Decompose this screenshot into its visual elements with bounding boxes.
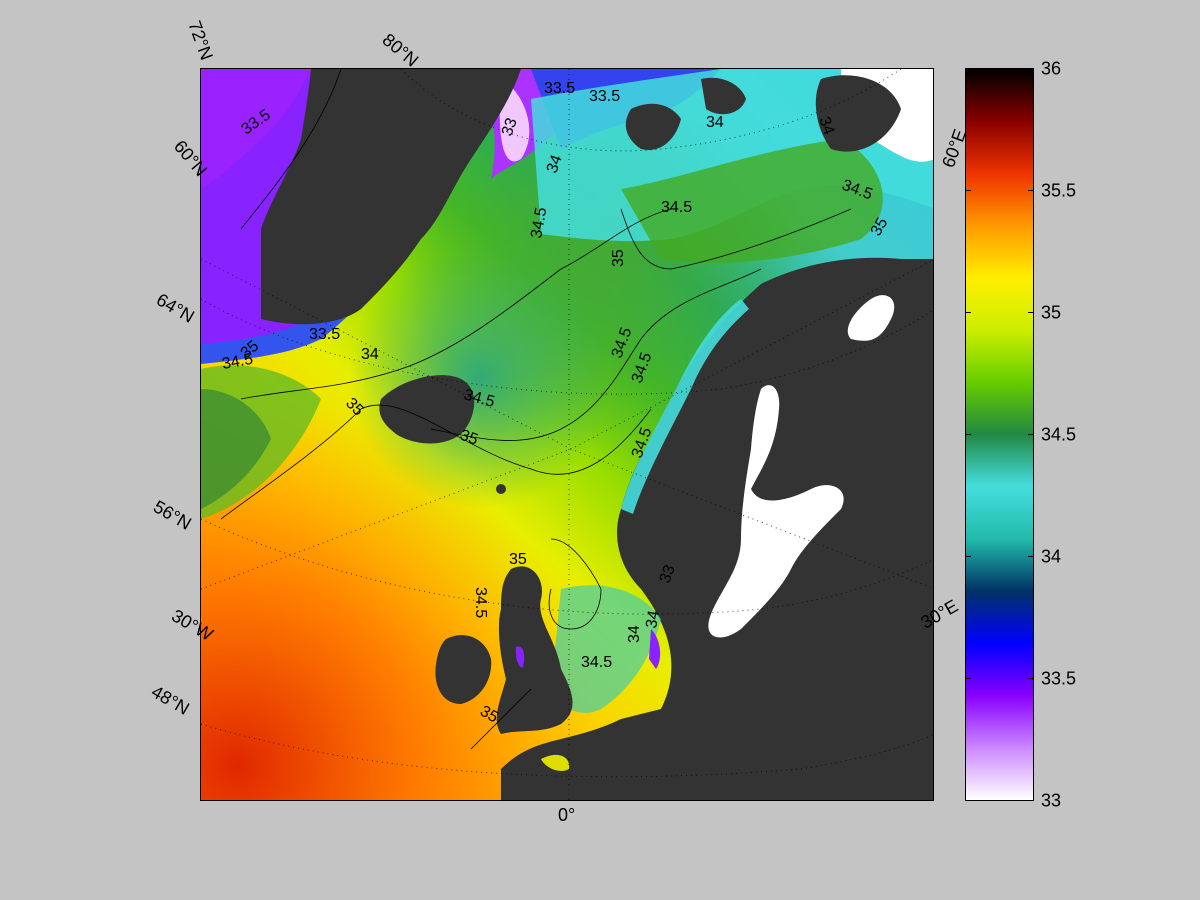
colorbar-tick-mark (965, 800, 971, 801)
lat-label-48n: 48°N (147, 681, 193, 719)
colorbar-tick-mark (1028, 800, 1034, 801)
contour-label: 33.5 (309, 326, 340, 343)
colorbar-tick-label: 35.5 (1041, 180, 1077, 201)
colorbar-tick-mark (1028, 678, 1034, 679)
salinity-contours (220, 69, 852, 750)
contour-label: 33 (499, 116, 521, 139)
colorbar-tick-mark (965, 68, 971, 69)
lat-label-72n: 72°N (184, 18, 217, 63)
colorbar-tick-mark (1028, 312, 1034, 313)
colorbar-tick-label: 34.5 (1041, 424, 1077, 445)
scandinavia-land (542, 257, 933, 800)
contour-label: 34 (361, 346, 379, 363)
contour-label: 35 (509, 551, 527, 568)
contour-label: 34.5 (528, 206, 550, 240)
colorbar (965, 68, 1034, 801)
lat-label-64n: 64°N (152, 289, 198, 327)
contour-label: 35 (458, 427, 481, 449)
great-britain-land (496, 566, 573, 734)
contour-label: 34 (643, 609, 663, 630)
baltic-ice (708, 385, 844, 638)
colorbar-tick-label: 35 (1041, 302, 1062, 323)
contour-label: 34 (815, 115, 837, 138)
lon-label-0: 0° (558, 805, 576, 825)
colorbar-tick-mark (1028, 68, 1034, 69)
contour-label: 34.5 (221, 351, 255, 373)
colorbar-tick-mark (1028, 556, 1034, 557)
contour-label: 34 (626, 625, 643, 643)
svalbard-land (625, 103, 681, 150)
contour-label: 33.5 (544, 80, 575, 97)
greenland-land (261, 69, 521, 325)
iceland-land (379, 375, 475, 444)
colorbar-tick-mark (1028, 434, 1034, 435)
contour-label: 35 (477, 703, 501, 727)
colorbar-tick-mark (965, 678, 971, 679)
colorbar-tick-mark (965, 312, 971, 313)
lat-label-56n: 56°N (149, 496, 195, 534)
contour-label: 33.5 (589, 88, 620, 105)
contour-label: 34.5 (472, 587, 489, 618)
salinity-map: 33.5 33.5 33.5 33 34 34 34 34.5 34.5 35 … (200, 68, 934, 801)
contour-label: 34.5 (581, 654, 612, 671)
colorbar-tick-label: 34 (1041, 546, 1062, 567)
colorbar-tick-label: 36 (1041, 58, 1062, 79)
graticule (201, 69, 933, 800)
colorbar-tick-mark (965, 434, 971, 435)
ireland-land (435, 635, 492, 704)
contour-label: 34 (706, 114, 724, 131)
lat-label-80n: 80°N (378, 29, 423, 71)
colorbar-tick-mark (1028, 190, 1034, 191)
contour-label: 34.5 (661, 199, 692, 216)
colorbar-tick-mark (965, 556, 971, 557)
colorbar-tick-mark (965, 190, 971, 191)
colorbar-tick-label: 33 (1041, 790, 1062, 811)
contour-label: 34 (544, 153, 566, 176)
france-land (501, 709, 661, 800)
contour-label: 33 (657, 563, 679, 586)
contour-label: 35 (868, 215, 892, 239)
map-canvas: 33.5 33.5 33.5 33 34 34 34 34.5 34.5 35 … (201, 69, 933, 800)
contour-label: 35 (610, 249, 627, 267)
colorbar-tick-label: 33.5 (1041, 668, 1077, 689)
